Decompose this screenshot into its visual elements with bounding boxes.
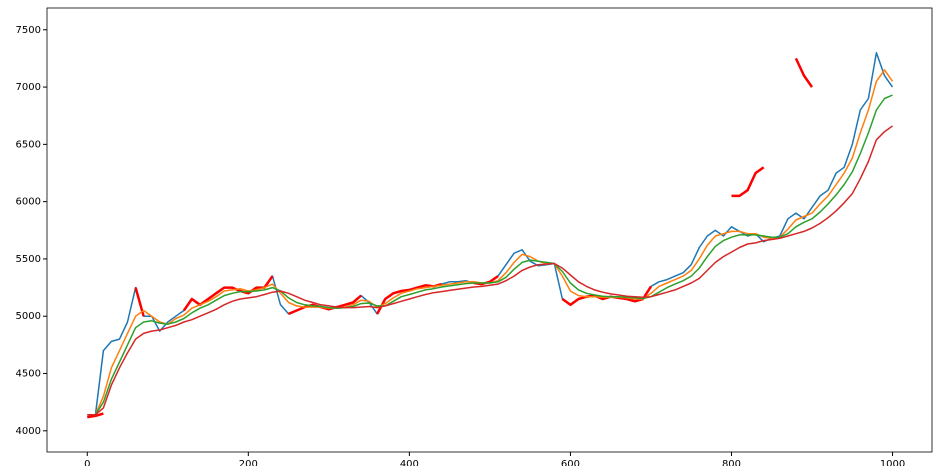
y-tick-label: 5000 <box>16 311 41 322</box>
y-tick-label: 4000 <box>16 426 41 437</box>
y-tick-label: 6500 <box>16 139 41 150</box>
y-tick-label: 4500 <box>16 369 41 380</box>
series-line <box>87 94 893 416</box>
x-tick-label: 600 <box>561 459 580 466</box>
y-tick-label: 5500 <box>16 254 41 265</box>
series-line <box>87 125 893 416</box>
x-tick-label: 200 <box>239 459 258 466</box>
axes-frame <box>46 7 933 453</box>
plot-area <box>47 8 932 452</box>
y-tick-label: 6000 <box>16 197 41 208</box>
x-tick-label: 1000 <box>880 459 905 466</box>
x-tick-label: 400 <box>400 459 419 466</box>
x-tick-label: 800 <box>722 459 741 466</box>
y-tick-label: 7500 <box>16 25 41 36</box>
x-tick-label: 0 <box>84 459 90 466</box>
y-tick-label: 7000 <box>16 82 41 93</box>
